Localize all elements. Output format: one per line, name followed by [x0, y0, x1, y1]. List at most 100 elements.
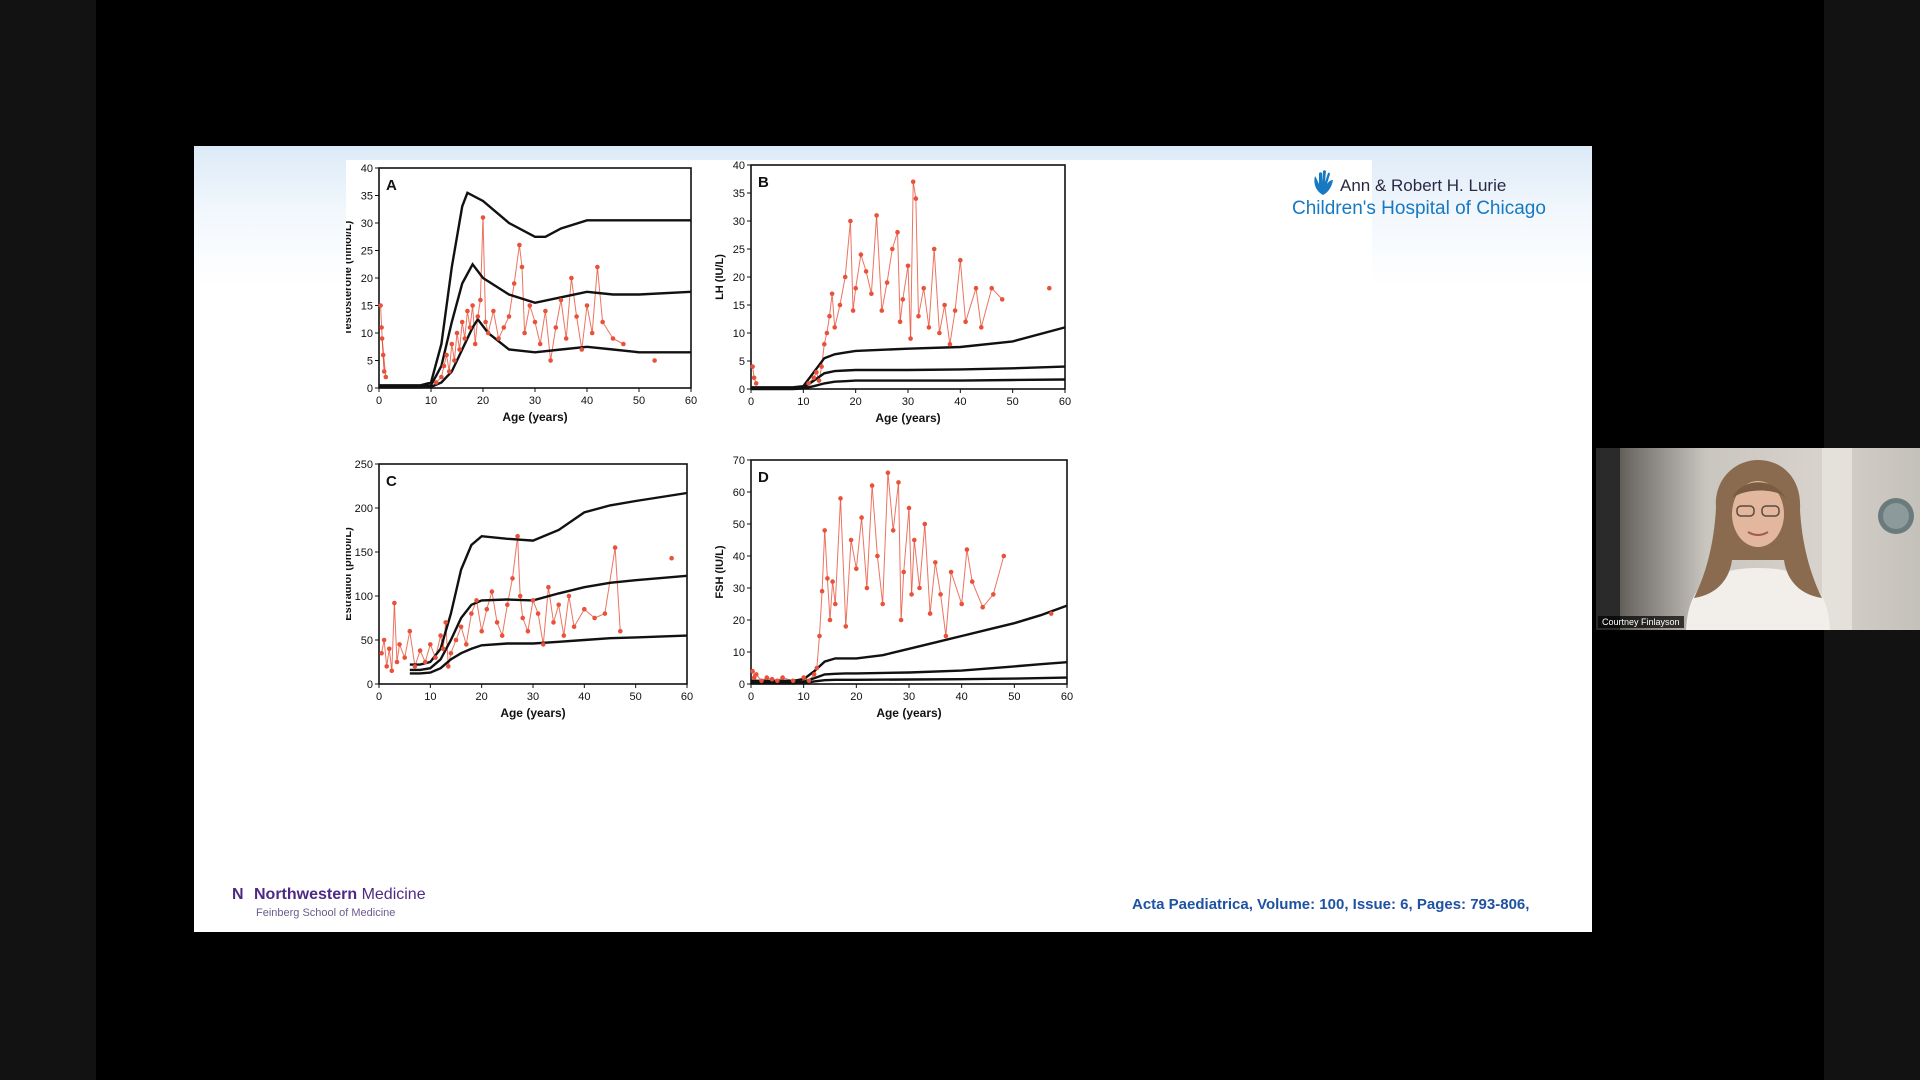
chart-panel-d: 0 10 20 30 40 50 60 0 10 20 30 40 50 60 70 Age (years) F… — [714, 455, 1073, 720]
data-connector — [614, 547, 621, 632]
data-connector — [496, 622, 503, 636]
data-point — [926, 325, 932, 330]
data-point — [775, 678, 780, 684]
data-connector — [834, 498, 842, 605]
data-point — [753, 381, 759, 386]
data-point — [933, 560, 938, 565]
data-connector — [544, 310, 552, 361]
data-point — [863, 269, 869, 274]
chart-panel-c: 0 10 20 30 40 50 60 0 50 100 150 200 250 Age (years) E… — [346, 459, 693, 720]
y-tick-label: 20 — [733, 615, 745, 627]
x-tick-label: 30 — [529, 395, 541, 407]
data-point — [496, 336, 501, 341]
y-tick-label: 0 — [367, 383, 373, 395]
data-point — [890, 528, 896, 533]
data-point — [467, 325, 473, 330]
data-connector — [886, 248, 893, 283]
data-connector — [529, 305, 536, 323]
data-connector — [581, 305, 588, 350]
y-tick-label: 0 — [739, 384, 745, 396]
data-point — [938, 592, 943, 597]
data-point — [475, 314, 481, 319]
data-connector — [508, 283, 515, 317]
y-tick-label: 5 — [739, 356, 745, 368]
data-connector — [829, 293, 833, 317]
data-point — [472, 341, 478, 347]
data-point — [444, 352, 449, 358]
participant-name-label: Courtney Finlayson — [1598, 616, 1684, 628]
data-point — [859, 515, 864, 520]
data-connector — [450, 639, 457, 654]
data-connector — [424, 644, 431, 663]
y-tick-label: 40 — [361, 163, 373, 175]
reference-curve-2 — [409, 574, 688, 672]
data-point — [750, 364, 755, 369]
data-point — [963, 319, 968, 325]
data-connector — [959, 260, 967, 322]
panel-letter: D — [758, 469, 769, 486]
data-point — [483, 319, 488, 325]
data-connector — [831, 293, 836, 328]
data-connector — [396, 644, 401, 663]
data-connector — [602, 321, 614, 339]
data-point — [380, 352, 386, 358]
data-connector — [860, 254, 867, 272]
data-point — [1001, 553, 1007, 559]
data-connector — [924, 523, 931, 614]
y-tick-label: 30 — [733, 216, 745, 228]
data-point — [848, 537, 854, 543]
reference-curve-1 — [379, 191, 691, 387]
data-point — [517, 593, 523, 599]
hand-logo-icon — [1314, 170, 1333, 195]
data-connector — [938, 304, 946, 334]
data-point — [595, 264, 600, 270]
data-connector — [907, 265, 912, 339]
participant-video-tile[interactable]: Courtney Finlayson — [1596, 448, 1920, 630]
data-connector — [524, 305, 531, 334]
northwestern-name: Northwestern Medicine — [254, 886, 426, 904]
data-point — [474, 598, 479, 603]
data-connector — [923, 288, 930, 328]
x-tick-label: 0 — [748, 691, 754, 703]
data-point — [969, 579, 975, 584]
data-point — [589, 330, 595, 336]
y-tick-label: 50 — [733, 519, 745, 531]
data-point — [522, 330, 527, 336]
data-point — [537, 341, 543, 347]
y-tick-label: 10 — [733, 647, 745, 659]
data-point — [433, 380, 439, 385]
data-point — [530, 598, 536, 603]
data-point — [885, 470, 891, 476]
data-connector — [950, 571, 963, 605]
data-connector — [882, 472, 889, 605]
data-point — [519, 264, 525, 270]
data-connector — [840, 498, 847, 627]
data-point — [913, 196, 919, 201]
data-connector — [919, 523, 926, 589]
x-tick-label: 0 — [376, 691, 382, 703]
data-connector — [908, 507, 913, 595]
data-connector — [911, 539, 915, 595]
data-point — [563, 336, 569, 341]
data-point — [806, 678, 812, 684]
data-point — [819, 588, 825, 594]
data-point — [843, 624, 849, 629]
data-connector — [466, 310, 471, 328]
data-point — [916, 313, 921, 319]
data-connector — [965, 288, 977, 322]
x-tick-label: 20 — [850, 396, 862, 408]
data-point — [543, 308, 548, 314]
x-tick-label: 10 — [797, 396, 809, 408]
data-point — [569, 275, 574, 281]
y-tick-label: 250 — [355, 459, 373, 471]
data-point — [494, 620, 500, 625]
x-tick-label: 60 — [1059, 396, 1071, 408]
data-point — [811, 672, 817, 677]
data-point — [379, 336, 385, 341]
chart-panel-b: 0 10 20 30 40 50 60 0 5 10 15 20 25 30 35 40 Age (years)… — [714, 160, 1071, 425]
data-point — [814, 665, 820, 671]
x-tick-label: 50 — [633, 395, 645, 407]
data-point — [479, 628, 484, 634]
data-connector — [511, 536, 519, 579]
x-tick-label: 0 — [748, 396, 754, 408]
